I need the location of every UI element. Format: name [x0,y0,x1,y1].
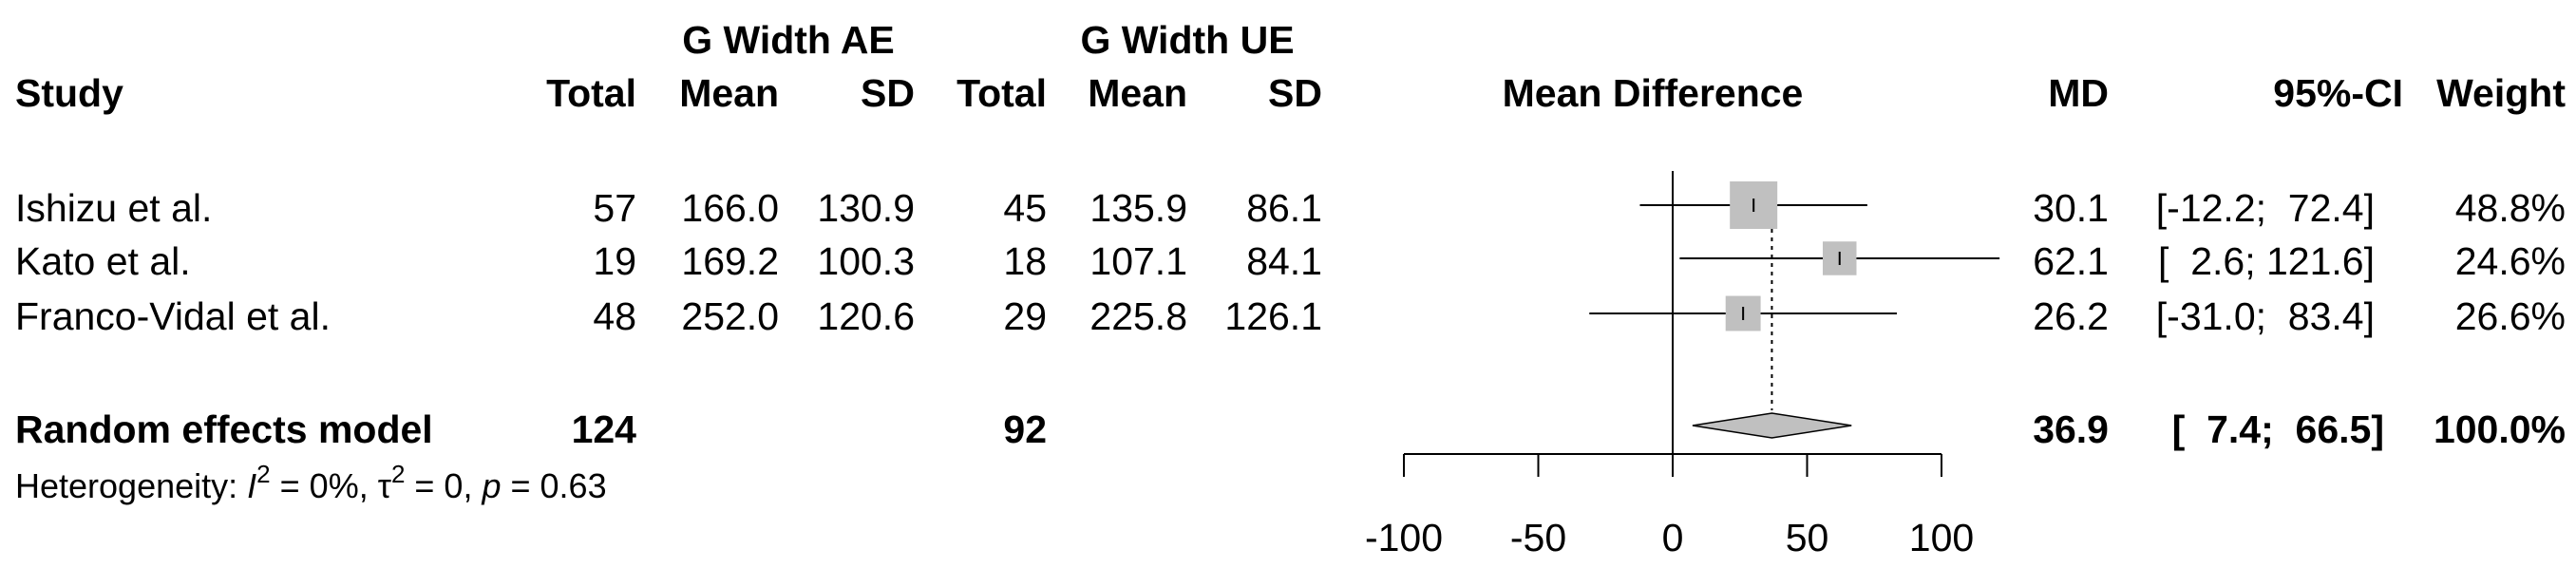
study-header: Study [15,71,123,115]
ae-mean-header: Mean [679,71,779,115]
ue-total: 29 [1003,294,1047,338]
ue-sd: 126.1 [1224,294,1322,338]
study-name: Kato et al. [15,239,191,283]
ue-mean: 225.8 [1089,294,1187,338]
ae-mean: 252.0 [681,294,779,338]
weight-value: 48.8% [2454,186,2566,230]
study-name: Ishizu et al. [15,186,213,230]
mean-difference-header: Mean Difference [1502,71,1804,115]
overall-ae-total: 124 [571,407,636,451]
ae-mean: 166.0 [681,186,779,230]
p-symbol: p [482,466,502,505]
i2-symbol: I [247,466,257,505]
tau-superscript: 2 [390,460,406,488]
ae-sd: 120.6 [817,294,915,338]
group-ue-header: G Width UE [1080,18,1295,62]
ue-sd: 86.1 [1246,186,1322,230]
group-ae-header: G Width AE [682,18,895,62]
ae-sd-header: SD [861,71,915,115]
ae-mean: 169.2 [681,239,779,283]
overall-ci: [ 7.4; 66.5] [2171,407,2384,451]
weight-value: 24.6% [2454,239,2566,283]
ue-total: 18 [1003,239,1047,283]
heterogeneity-text: Heterogeneity: I2 = 0%, τ2 = 0, p = 0.63 [15,462,607,505]
ae-total: 57 [593,186,636,230]
md-value: 30.1 [2033,186,2109,230]
ue-mean-header: Mean [1088,71,1187,115]
summary-diamond [1692,412,1852,439]
i2-superscript: 2 [256,460,271,488]
weight-value: 26.6% [2454,294,2566,338]
x-tick-label: 0 [1662,516,1684,559]
ci-value: [-31.0; 83.4] [2155,294,2375,338]
md-value: 26.2 [2033,294,2109,338]
overall-weight: 100.0% [2433,407,2566,451]
ue-mean: 135.9 [1089,186,1187,230]
ue-total: 45 [1003,186,1047,230]
ae-sd: 130.9 [817,186,915,230]
md-value: 62.1 [2033,239,2109,283]
ae-sd: 100.3 [817,239,915,283]
p-value: = 0.63 [501,466,607,505]
ae-total: 48 [593,294,636,338]
ci-value: [ 2.6; 121.6] [2158,239,2375,283]
weight-header: Weight [2436,71,2566,115]
x-tick-label: 100 [1909,516,1974,559]
md-header: MD [2048,71,2109,115]
x-tick-label: -100 [1365,516,1443,559]
x-tick-label: 50 [1786,516,1829,559]
x-tick-label: -50 [1510,516,1566,559]
ue-sd: 84.1 [1246,239,1322,283]
ae-total: 19 [593,239,636,283]
ci-header: 95%-CI [2273,71,2403,115]
study-name: Franco-Vidal et al. [15,294,331,338]
overall-label: Random effects model [15,407,433,451]
ue-sd-header: SD [1268,71,1322,115]
tau-symbol: τ [377,466,391,505]
overall-ue-total: 92 [1003,407,1047,451]
ae-total-header: Total [546,71,636,115]
ue-total-header: Total [957,71,1047,115]
ci-value: [-12.2; 72.4] [2155,186,2375,230]
tau-value: = 0, [405,466,483,505]
heterogeneity-prefix: Heterogeneity: [15,466,248,505]
ue-mean: 107.1 [1089,239,1187,283]
overall-md: 36.9 [2033,407,2109,451]
i2-value: = 0%, [270,466,378,505]
